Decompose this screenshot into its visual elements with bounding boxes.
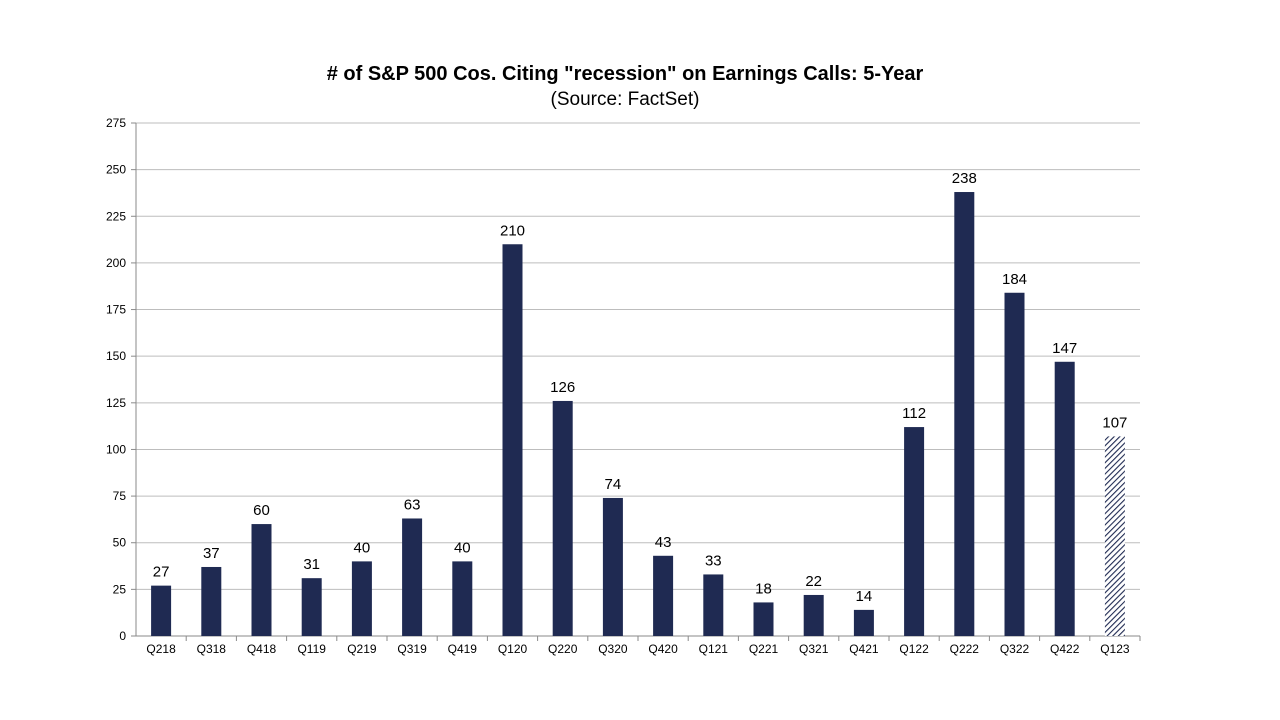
- bar-Q322: [1004, 292, 1025, 636]
- bar-Q220: [552, 400, 573, 636]
- x-tick-label-Q222: Q222: [950, 642, 980, 656]
- data-label-Q119: 31: [303, 556, 320, 573]
- y-tick-label: 250: [106, 163, 126, 177]
- y-tick-label: 225: [106, 209, 126, 223]
- data-label-Q319: 63: [404, 496, 421, 513]
- bar-Q320: [602, 497, 623, 636]
- x-tick-label-Q419: Q419: [448, 642, 478, 656]
- bar-Q420: [653, 555, 674, 636]
- x-tick-label-Q421: Q421: [849, 642, 879, 656]
- y-tick-label: 100: [106, 442, 126, 456]
- y-tick-label: 0: [119, 629, 126, 643]
- bar-Q421: [853, 609, 874, 636]
- data-label-Q219: 40: [354, 539, 371, 556]
- bar-Q122: [904, 427, 925, 636]
- bar-Q221: [753, 602, 774, 636]
- data-label-Q122: 112: [902, 405, 926, 422]
- y-tick-label: 125: [106, 396, 126, 410]
- data-label-Q419: 40: [454, 539, 471, 556]
- x-tick-label-Q122: Q122: [899, 642, 929, 656]
- bar-Q219: [351, 561, 372, 636]
- bar-Q418: [251, 524, 272, 636]
- bar-Q319: [402, 518, 423, 636]
- chart-subtitle: (Source: FactSet): [550, 89, 700, 110]
- data-label-Q120: 210: [500, 222, 525, 239]
- data-label-Q220: 126: [550, 379, 575, 396]
- data-label-Q421: 14: [856, 588, 873, 605]
- x-tick-label-Q318: Q318: [197, 642, 227, 656]
- bar-Q218: [151, 585, 172, 636]
- x-tick-label-Q418: Q418: [247, 642, 277, 656]
- data-label-Q418: 60: [253, 502, 270, 519]
- y-tick-label: 275: [106, 116, 126, 130]
- data-label-Q322: 184: [1002, 271, 1027, 288]
- data-label-Q123: 107: [1102, 414, 1127, 431]
- x-tick-label-Q420: Q420: [648, 642, 678, 656]
- x-tick-label-Q221: Q221: [749, 642, 779, 656]
- data-label-Q218: 27: [153, 564, 170, 581]
- data-label-Q422: 147: [1052, 340, 1077, 357]
- data-label-Q320: 74: [605, 476, 622, 493]
- y-tick-label: 50: [113, 536, 127, 550]
- x-tick-label-Q219: Q219: [347, 642, 377, 656]
- data-label-Q318: 37: [203, 545, 220, 562]
- bar-Q422: [1054, 361, 1075, 636]
- x-tick-label-Q119: Q119: [297, 642, 326, 656]
- bar-Q222: [954, 192, 975, 636]
- x-tick-label-Q218: Q218: [146, 642, 176, 656]
- x-tick-label-Q123: Q123: [1100, 642, 1130, 656]
- y-tick-label: 150: [106, 349, 126, 363]
- x-tick-label-Q319: Q319: [397, 642, 427, 656]
- bar-Q123: [1104, 436, 1125, 636]
- x-tick-label-Q120: Q120: [498, 642, 528, 656]
- data-label-Q321: 22: [805, 573, 822, 590]
- bar-Q120: [502, 244, 523, 636]
- data-label-Q121: 33: [705, 552, 722, 569]
- y-tick-label: 75: [113, 489, 127, 503]
- bar-Q119: [301, 578, 322, 636]
- bar-Q318: [201, 566, 222, 636]
- x-tick-label-Q321: Q321: [799, 642, 829, 656]
- bar-Q321: [803, 594, 824, 636]
- bar-Q121: [703, 574, 724, 636]
- x-tick-label-Q220: Q220: [548, 642, 578, 656]
- y-tick-label: 175: [106, 303, 126, 317]
- chart-title: # of S&P 500 Cos. Citing "recession" on …: [326, 63, 924, 85]
- bar-Q419: [452, 561, 473, 636]
- y-tick-label: 200: [106, 256, 126, 270]
- data-label-Q222: 238: [952, 170, 977, 187]
- x-tick-label-Q320: Q320: [598, 642, 628, 656]
- x-tick-label-Q422: Q422: [1050, 642, 1080, 656]
- data-label-Q420: 43: [655, 534, 672, 551]
- y-tick-label: 25: [113, 582, 127, 596]
- data-label-Q221: 18: [755, 580, 772, 597]
- x-tick-label-Q322: Q322: [1000, 642, 1030, 656]
- x-tick-label-Q121: Q121: [699, 642, 729, 656]
